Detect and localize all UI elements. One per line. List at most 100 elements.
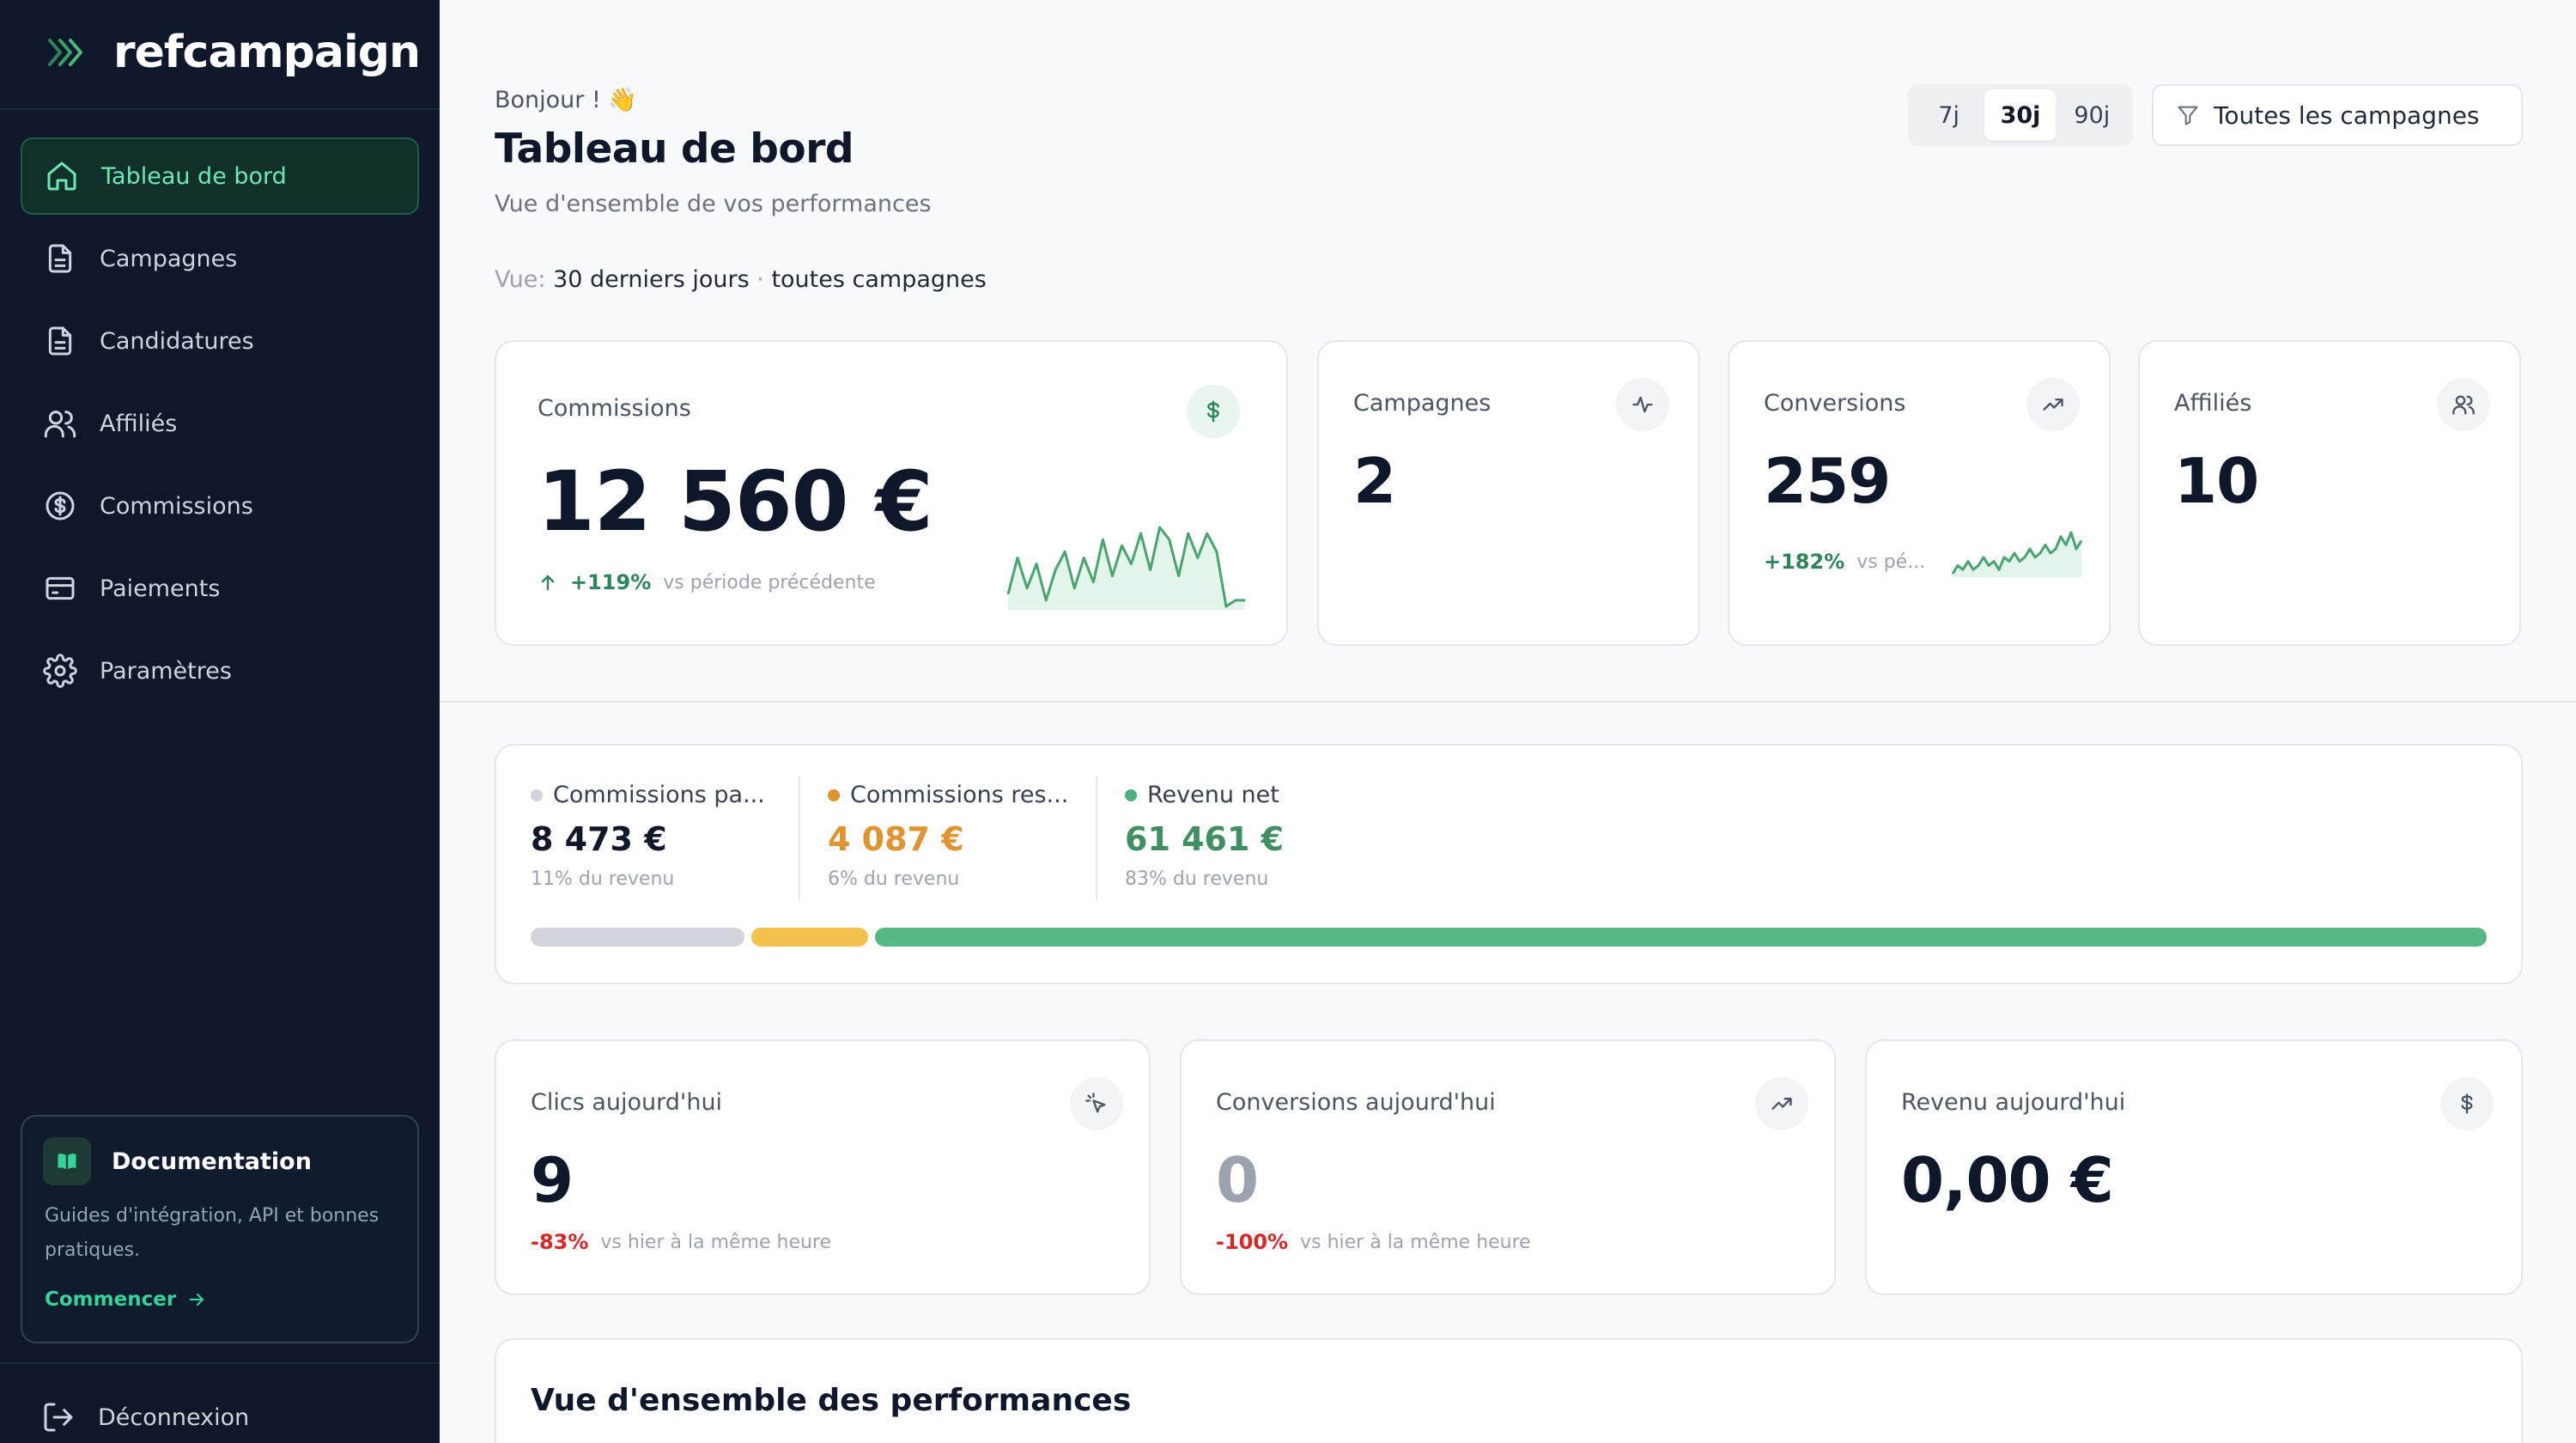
kpi-label: Conversions: [1764, 390, 1906, 417]
sidebar-item-settings[interactable]: Paramètres: [21, 632, 419, 709]
commissions-sparkline: [1006, 526, 1245, 610]
page-subtitle: Vue d'ensemble de vos performances: [495, 191, 932, 217]
view-period: 30 derniers jours: [553, 266, 750, 293]
documentation-start-label: Commencer: [45, 1288, 177, 1311]
today-delta-caption: vs hier à la même heure: [600, 1231, 832, 1253]
period-90d-button[interactable]: 90j: [2074, 101, 2111, 129]
today-value: 9: [531, 1144, 574, 1216]
sparkline-line: [1951, 531, 2083, 575]
filter-icon: [2178, 106, 2198, 125]
documentation-header: Documentation: [43, 1137, 312, 1185]
document-icon: [48, 244, 72, 273]
split-value: 8 473 €: [531, 820, 667, 858]
sidebar-item-commissions[interactable]: Commissions: [21, 467, 419, 545]
main-content: Bonjour ! 👋 Tableau de bord Vue d'ensemb…: [440, 0, 2576, 1443]
kpi-card-commissions: Commissions 12 560 € +119% vs période pr…: [495, 340, 1288, 646]
home-icon: [47, 161, 76, 191]
logout-button[interactable]: Déconnexion: [21, 1381, 249, 1443]
kpi-delta-value: +119%: [570, 570, 652, 594]
campaign-filter-button[interactable]: Toutes les campagnes: [2152, 84, 2523, 146]
activity-icon: [1616, 378, 1669, 431]
sidebar-item-label: Paiements: [100, 575, 221, 602]
kpi-value: 12 560 €: [538, 454, 933, 550]
kpi-delta: +119% vs période précédente: [538, 570, 876, 594]
sidebar-item-applications[interactable]: Candidatures: [21, 302, 419, 380]
gear-icon: [43, 654, 77, 688]
kpi-delta-caption: vs période précédente: [663, 571, 876, 594]
sidebar-item-dashboard[interactable]: Tableau de bord: [21, 137, 419, 215]
today-label: Clics aujourd'hui: [531, 1089, 723, 1116]
sidebar-item-label: Affiliés: [100, 410, 178, 437]
today-delta: -83% vs hier à la même heure: [531, 1230, 831, 1254]
today-card-conversions: Conversions aujourd'hui 0 -100% vs hier …: [1180, 1039, 1836, 1295]
today-delta-value: -100%: [1216, 1230, 1289, 1254]
period-switch: 7j 30j 90j: [1908, 84, 2133, 146]
view-scope: toutes campagnes: [771, 266, 987, 293]
sidebar-item-label: Candidatures: [100, 327, 254, 355]
kpi-delta: +182% vs pé...: [1764, 550, 1925, 574]
kpi-label: Commissions: [538, 395, 691, 422]
trending-up-icon: [2026, 378, 2080, 431]
sidebar-item-campaigns[interactable]: Campagnes: [21, 220, 419, 297]
logout-label: Déconnexion: [98, 1403, 250, 1431]
dollar-icon: [1187, 385, 1240, 438]
brand[interactable]: refcampaign: [46, 22, 421, 82]
document-icon: [48, 326, 72, 356]
view-separator: ·: [756, 266, 764, 293]
view-summary: Vue: 30 derniers jours · toutes campagne…: [495, 266, 987, 293]
arrow-right-icon: [190, 1293, 204, 1306]
conversions-sparkline: [1951, 531, 2083, 577]
kpi-value: 259: [1764, 445, 1891, 517]
sidebar-divider: [0, 108, 440, 110]
split-divider: [799, 776, 800, 900]
page-title: Tableau de bord: [495, 125, 854, 173]
section-divider: [440, 701, 2576, 703]
sidebar-item-label: Paramètres: [100, 657, 232, 685]
logout-icon: [44, 1403, 73, 1432]
today-label: Revenu aujourd'hui: [1901, 1089, 2126, 1116]
greeting: Bonjour ! 👋: [495, 87, 637, 113]
split-bar-segment: [874, 928, 2487, 947]
split-label: Commissions pa...: [553, 782, 765, 808]
today-value: 0,00 €: [1901, 1144, 2114, 1216]
sidebar-item-payments[interactable]: Paiements: [21, 550, 419, 627]
dollar-icon: [2440, 1077, 2494, 1130]
today-delta-caption: vs hier à la même heure: [1300, 1231, 1531, 1253]
users-icon: [2437, 378, 2490, 431]
kpi-label: Affiliés: [2174, 390, 2252, 417]
split-remaining-commissions: Commissions res... 4 087 € 6% du revenu: [828, 782, 1068, 890]
arrow-up-icon: [541, 575, 555, 591]
kpi-value: 2: [1353, 445, 1396, 517]
status-dot: [1125, 788, 1137, 801]
documentation-card: Documentation Guides d'intégration, API …: [21, 1115, 419, 1343]
today-delta: -100% vs hier à la même heure: [1216, 1230, 1531, 1254]
cursor-click-icon: [1070, 1077, 1123, 1130]
documentation-start-link[interactable]: Commencer: [45, 1288, 207, 1311]
split-percentage: 83% du revenu: [1125, 868, 1269, 890]
kpi-delta-value: +182%: [1764, 550, 1845, 574]
kpi-delta-caption: vs pé...: [1856, 551, 1926, 573]
sidebar: refcampaign Tableau de bord Campagnes Ca…: [0, 0, 440, 1443]
split-label: Commissions res...: [850, 782, 1069, 808]
period-30d-button[interactable]: 30j: [1984, 89, 2057, 141]
split-bar-segment: [750, 928, 868, 947]
performance-title: Vue d'ensemble des performances: [531, 1383, 1132, 1418]
sidebar-item-label: Commissions: [100, 492, 253, 520]
today-value: 0: [1216, 1144, 1259, 1216]
status-dot: [828, 788, 840, 801]
users-icon: [44, 411, 76, 438]
documentation-title: Documentation: [112, 1148, 312, 1175]
kpi-card-campaigns: Campagnes 2: [1317, 340, 1700, 646]
brand-logo-icon: [48, 39, 82, 66]
documentation-description: Guides d'intégration, API et bonnes prat…: [45, 1205, 380, 1261]
today-card-revenue: Revenu aujourd'hui 0,00 €: [1865, 1039, 2523, 1295]
period-7d-button[interactable]: 7j: [1938, 101, 1959, 129]
view-prefix: Vue:: [495, 266, 546, 293]
sidebar-item-label: Tableau de bord: [101, 162, 287, 190]
sidebar-item-affiliates[interactable]: Affiliés: [21, 385, 419, 462]
split-divider: [1096, 776, 1097, 900]
kpi-card-conversions: Conversions 259 +182% vs pé...: [1728, 340, 2111, 646]
book-icon: [43, 1137, 91, 1185]
today-delta-value: -83%: [531, 1230, 589, 1254]
credit-card-icon: [46, 576, 75, 600]
